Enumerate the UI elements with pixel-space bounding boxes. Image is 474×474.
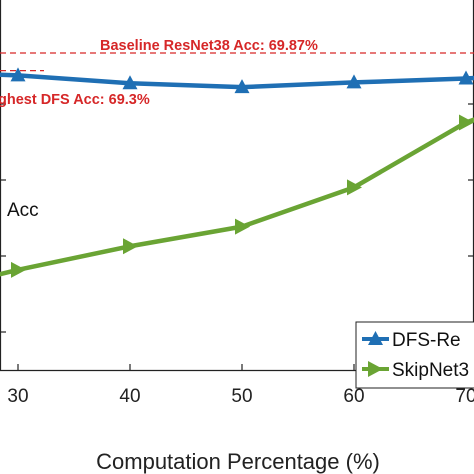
x-axis-label: Computation Percentage (%) [96,449,380,474]
x-tick-label: 50 [231,386,252,407]
data-point-s0-3 [234,79,250,94]
x-tick-label: 40 [119,386,140,407]
data-point-s0-5 [458,70,474,85]
data-point-s0-2 [122,75,138,90]
x-tick-label: 30 [7,386,28,407]
x-tick-label: 60 [343,386,364,407]
legend-label-skipnet: SkipNet3 [392,360,469,381]
legend-marker-dfs [368,331,383,345]
data-point-s1-2 [123,238,138,255]
data-point-s1-5 [459,114,474,131]
legend-marker-skipnet [368,361,383,377]
legend-label-dfs: DFS-Re [392,330,461,351]
data-point-s1-4 [347,179,362,196]
data-point-s1-3 [235,218,250,235]
data-point-s0-4 [346,74,362,89]
highest-dfs-annotation: ghest DFS Acc: 69.3% [0,92,150,108]
legend: DFS-Re SkipNet3 [355,321,474,389]
side-label: Acc [7,200,39,221]
baseline-annotation: Baseline ResNet38 Acc: 69.87% [100,38,318,54]
data-point-s1-1 [11,261,26,278]
series-layer [0,67,474,278]
x-tick-label: 70 [455,386,474,407]
data-point-s0-1 [10,67,26,82]
reference-lines [0,52,474,72]
